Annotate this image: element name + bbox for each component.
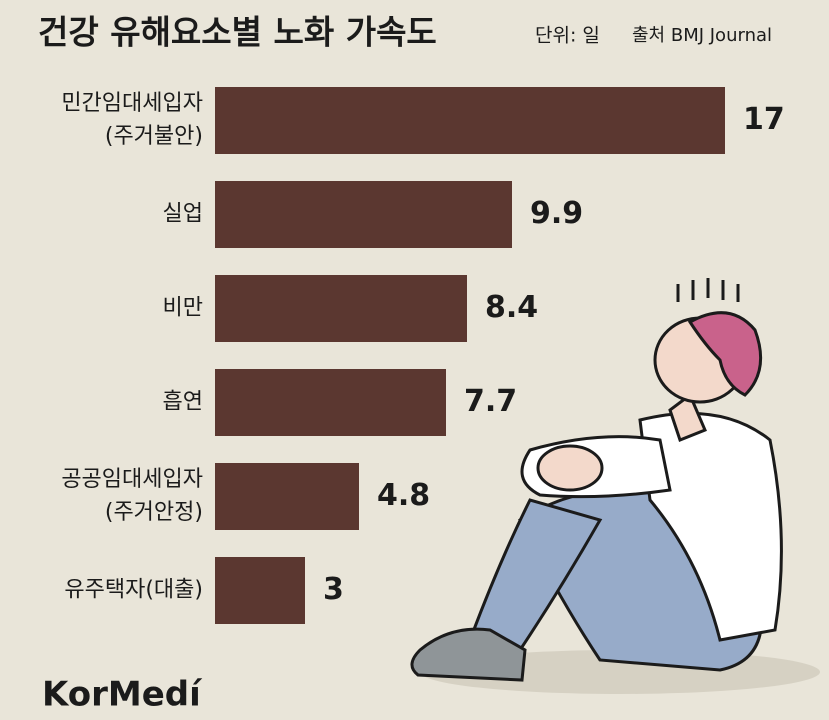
- value-label: 17: [743, 102, 785, 137]
- bar: [215, 557, 305, 624]
- value-label: 3: [323, 572, 344, 607]
- category-label: 비만: [163, 296, 203, 321]
- chart-title: 건강 유해요소별 노화 가속도: [38, 13, 437, 52]
- category-label: 실업: [163, 202, 203, 227]
- bar: [215, 463, 359, 530]
- logo-text: KorMedí: [42, 675, 203, 715]
- category-label: 유주택자(대출): [64, 578, 203, 603]
- category-label: 공공임대세입자 (주거안정): [61, 467, 203, 525]
- source-label: 출처 BMJ Journal: [632, 25, 772, 46]
- illustration: [410, 278, 820, 694]
- category-label: 민간임대세입자 (주거불안): [61, 91, 203, 149]
- value-label: 8.4: [485, 290, 538, 325]
- value-label: 4.8: [377, 478, 430, 513]
- bar: [215, 181, 512, 248]
- category-label: 흡연: [163, 390, 203, 415]
- value-label: 9.9: [530, 196, 583, 231]
- unit-label: 단위: 일: [535, 25, 600, 47]
- bar: [215, 369, 446, 436]
- bar: [215, 87, 725, 154]
- bar: [215, 275, 467, 342]
- value-label: 7.7: [464, 384, 517, 419]
- logo: KorMedí: [42, 675, 203, 715]
